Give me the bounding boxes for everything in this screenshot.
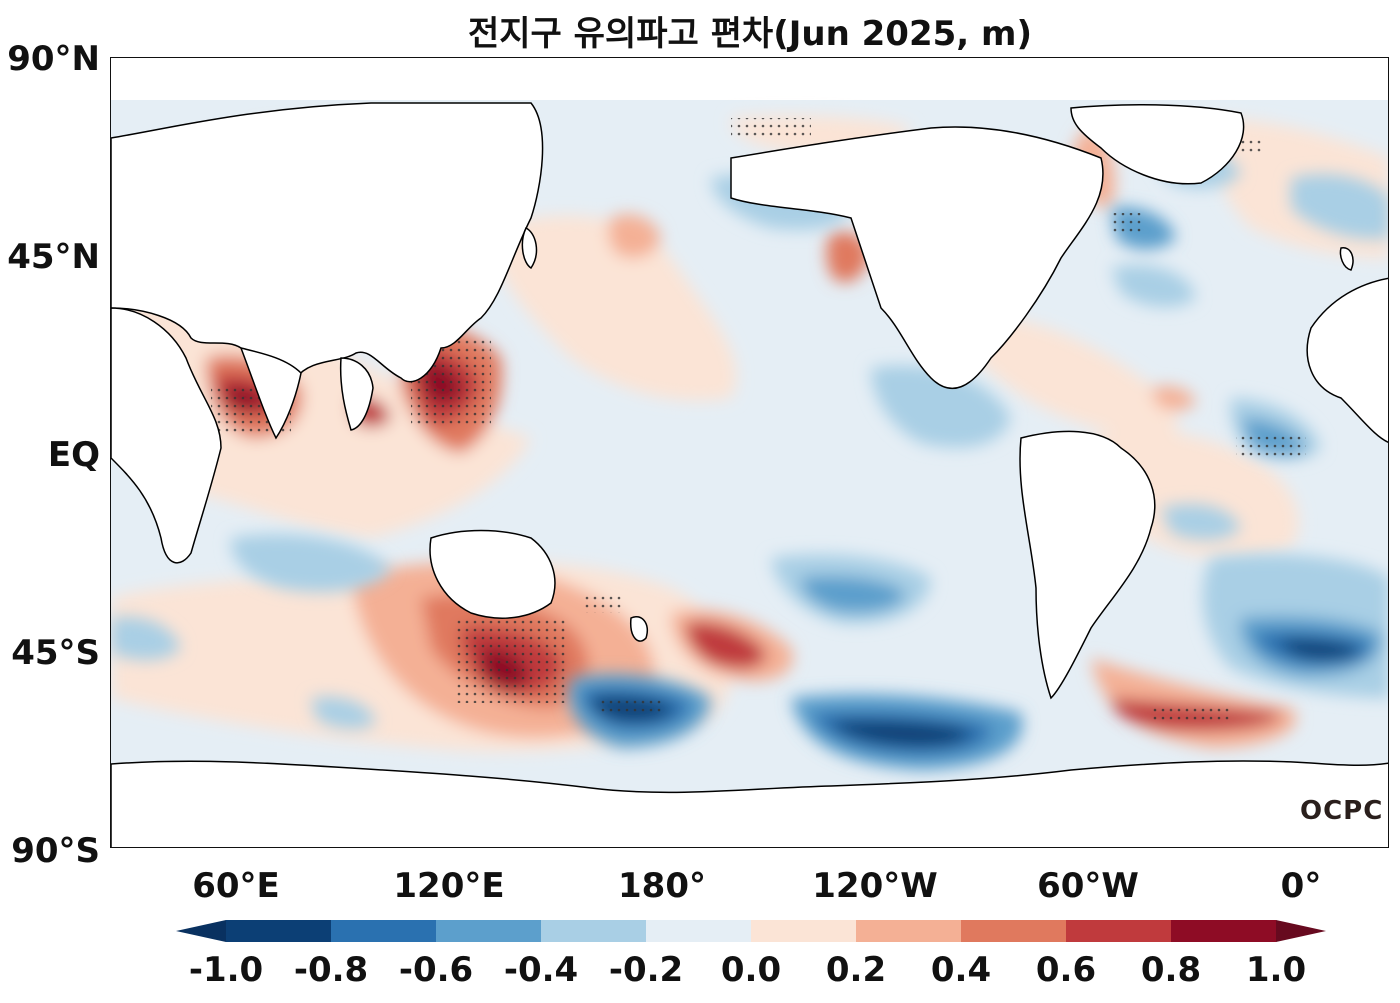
colorbar-tick-label: -1.0 bbox=[188, 950, 264, 990]
lon-label-180: 180° bbox=[618, 866, 706, 906]
colorbar-segment bbox=[1171, 920, 1277, 942]
colorbar-segment bbox=[331, 920, 437, 942]
colorbar-tick-label: 0.0 bbox=[720, 950, 782, 990]
colorbar-segment bbox=[961, 920, 1067, 942]
lon-label-60e: 60°E bbox=[192, 866, 280, 906]
colorbar-under-arrow bbox=[176, 920, 226, 942]
colorbar-tick-label: 0.8 bbox=[1140, 950, 1202, 990]
colorbar-segment bbox=[541, 920, 647, 942]
colorbar-tick-label: 1.0 bbox=[1245, 950, 1307, 990]
africa-landmass bbox=[111, 307, 222, 564]
colorbar-tick-label: 0.6 bbox=[1035, 950, 1097, 990]
colorbar-segment bbox=[856, 920, 962, 942]
colorbar-segment bbox=[1066, 920, 1172, 942]
lat-label-45n: 45°N bbox=[7, 237, 100, 277]
map-area bbox=[110, 57, 1389, 848]
colorbar-over-arrow bbox=[1276, 920, 1326, 942]
antarctica-landmass bbox=[111, 760, 1388, 847]
colorbar-tick-label: -0.6 bbox=[398, 950, 474, 990]
japan-island bbox=[521, 226, 538, 270]
map-title: 전지구 유의파고 편차(Jun 2025, m) bbox=[468, 14, 1032, 54]
colorbar-segment bbox=[646, 920, 752, 942]
eurasia-landmass bbox=[111, 102, 544, 385]
colorbar-tick-label: -0.8 bbox=[293, 950, 369, 990]
lat-label-90n: 90°N bbox=[7, 39, 100, 79]
lon-label-120w: 120°W bbox=[812, 866, 938, 906]
india-landmass bbox=[239, 346, 302, 440]
colorbar-tick-label: -0.4 bbox=[503, 950, 579, 990]
west-africa-landmass bbox=[1306, 277, 1388, 443]
colorbar-tick-label: -0.2 bbox=[608, 950, 684, 990]
uk-island bbox=[1339, 247, 1354, 271]
lon-label-120e: 120°E bbox=[393, 866, 505, 906]
colorbar bbox=[176, 920, 1326, 942]
lon-label-60w: 60°W bbox=[1037, 866, 1139, 906]
new-zealand-island bbox=[630, 616, 648, 642]
colorbar-segment bbox=[751, 920, 857, 942]
ocpc-logo: OCPC bbox=[1300, 796, 1384, 826]
indochina-landmass bbox=[339, 357, 374, 431]
australia-landmass bbox=[429, 529, 556, 619]
colorbar-segment bbox=[226, 920, 332, 942]
lat-label-eq: EQ bbox=[47, 435, 100, 475]
lat-label-90s: 90°S bbox=[11, 831, 100, 871]
colorbar-segment bbox=[436, 920, 542, 942]
greenland-landmass bbox=[1070, 103, 1245, 185]
colorbar-tick-label: 0.4 bbox=[930, 950, 992, 990]
south-america-landmass bbox=[1019, 430, 1156, 700]
lon-label-0: 0° bbox=[1280, 866, 1322, 906]
colorbar-tick-label: 0.2 bbox=[825, 950, 887, 990]
anomaly-field bbox=[111, 100, 1388, 847]
lat-label-45s: 45°S bbox=[11, 633, 100, 673]
north-america-landmass bbox=[730, 126, 1104, 389]
land-masses bbox=[111, 102, 1388, 847]
